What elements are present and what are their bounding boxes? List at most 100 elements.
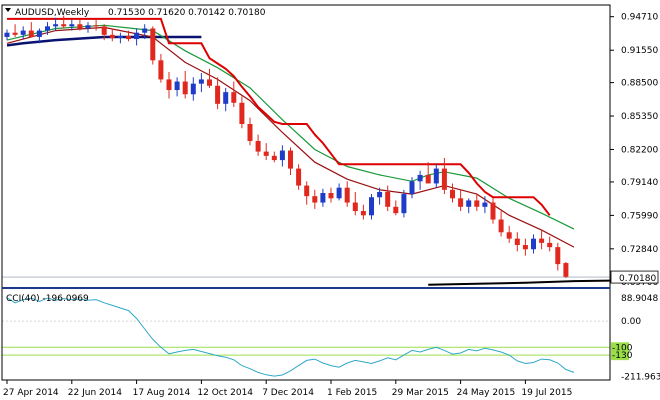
price-tick-label: 0.85350 xyxy=(621,112,658,122)
candle-body xyxy=(514,238,520,246)
candle-body xyxy=(490,202,496,220)
ohlc-readout: 0.71530 0.71620 0.70142 0.70180 xyxy=(108,8,266,18)
candle-body xyxy=(531,238,536,250)
date-tick-label: 17 Aug 2014 xyxy=(133,388,191,398)
candle-body xyxy=(207,79,212,86)
candle-body xyxy=(20,30,26,35)
baseline-line-black xyxy=(428,279,656,286)
candle-body xyxy=(77,24,83,29)
current-price-box xyxy=(610,270,659,284)
cci-line xyxy=(6,297,575,377)
date-tick-label: 22 Jun 2014 xyxy=(68,388,122,398)
cci-axis-label: -130 xyxy=(612,351,633,361)
date-tick-label: 19 Jul 2015 xyxy=(521,388,572,398)
axes: 0.94710 0.91550 0.88500 0.85350 0.82200 0.791… xyxy=(1,4,660,398)
candle-body xyxy=(53,24,59,27)
candle-body xyxy=(328,192,334,199)
date-tick-label: 29 Mar 2015 xyxy=(392,388,449,398)
date-tick-label: 7 Dec 2014 xyxy=(262,388,314,398)
cci-axis-label: -100 xyxy=(612,343,633,353)
candle-body xyxy=(288,150,293,169)
candle-body xyxy=(312,196,318,203)
candle-body xyxy=(4,32,10,37)
candle-body xyxy=(522,245,528,250)
price-tick-label: 0.82200 xyxy=(621,145,658,155)
support-line-navy xyxy=(6,35,202,47)
candle-body xyxy=(401,194,407,214)
candle-body xyxy=(182,81,188,95)
candle-body xyxy=(85,25,91,29)
candle-body xyxy=(385,191,391,207)
candle-body xyxy=(425,174,431,184)
candle-body xyxy=(417,174,423,182)
candle-body xyxy=(466,200,472,207)
price-tick-label: 0.91550 xyxy=(621,46,658,56)
candle-body xyxy=(498,219,504,233)
candle-body xyxy=(458,198,464,207)
candle-body xyxy=(117,35,123,39)
candle-body xyxy=(12,32,18,35)
candle-body xyxy=(506,232,512,239)
candle-body xyxy=(239,102,245,124)
candle-body xyxy=(45,26,50,31)
candle-body xyxy=(28,30,34,37)
candle-body xyxy=(215,85,221,104)
chart-frame xyxy=(1,4,611,381)
price-tick-label: 0.72840 xyxy=(621,245,658,255)
candle-body xyxy=(369,197,374,216)
price-panel[interactable] xyxy=(2,15,656,286)
candle-body xyxy=(198,79,204,84)
price-tick-label: 0.88500 xyxy=(621,79,658,89)
candle-body xyxy=(409,181,415,195)
candle-body xyxy=(126,35,131,40)
candle-body xyxy=(474,200,480,207)
date-tick-label: 1 Feb 2015 xyxy=(327,388,377,398)
current-price-label: 0.70180 xyxy=(619,274,656,284)
cci-level-tag xyxy=(611,342,629,353)
candle-body xyxy=(279,150,285,161)
price-tick-label: 0.75990 xyxy=(621,211,658,221)
trailing-stop-line xyxy=(7,17,551,216)
candle-body xyxy=(134,32,140,40)
cci-axis-label: 0.00 xyxy=(621,317,641,327)
candle-body xyxy=(336,187,342,199)
candle-body xyxy=(36,30,42,37)
candle-body xyxy=(271,155,277,161)
candle-body xyxy=(450,189,455,199)
cci-axis-label: 88.9048 xyxy=(621,294,658,304)
candle-body xyxy=(482,202,488,207)
cci-level-tag xyxy=(611,350,629,361)
candle-body xyxy=(433,168,439,184)
candle-body xyxy=(61,24,67,27)
candle-body xyxy=(263,151,269,156)
candle-body xyxy=(360,211,366,216)
date-tick-label: 24 May 2015 xyxy=(457,388,516,398)
cci-panel[interactable] xyxy=(2,297,610,377)
candle-body xyxy=(320,192,326,203)
price-tick-label: 0.94710 xyxy=(621,13,658,23)
candle-body xyxy=(158,60,164,80)
candle-body xyxy=(377,191,383,198)
candle-body xyxy=(142,28,148,33)
date-tick-label: 12 Oct 2014 xyxy=(197,388,253,398)
candle-body xyxy=(539,238,545,243)
candle-body xyxy=(150,28,156,61)
candle-body xyxy=(223,92,229,104)
candle-body xyxy=(93,25,99,27)
collapse-triangle-icon[interactable] xyxy=(5,8,11,12)
candle-body xyxy=(101,26,107,35)
candle-body xyxy=(344,187,350,203)
cci-label: CCI(40) -196.0969 xyxy=(6,294,89,304)
candle-body xyxy=(555,247,561,265)
candle-body xyxy=(109,34,115,39)
candle-body xyxy=(563,263,569,277)
candle-body xyxy=(69,24,75,27)
date-tick-label: 27 Apr 2014 xyxy=(3,388,59,398)
candle-body xyxy=(231,92,237,103)
candle-body xyxy=(393,206,399,214)
price-tick-label: 0.79140 xyxy=(621,178,658,188)
candle-body xyxy=(441,168,447,190)
candle-body xyxy=(304,185,310,197)
candle-body xyxy=(255,140,261,152)
